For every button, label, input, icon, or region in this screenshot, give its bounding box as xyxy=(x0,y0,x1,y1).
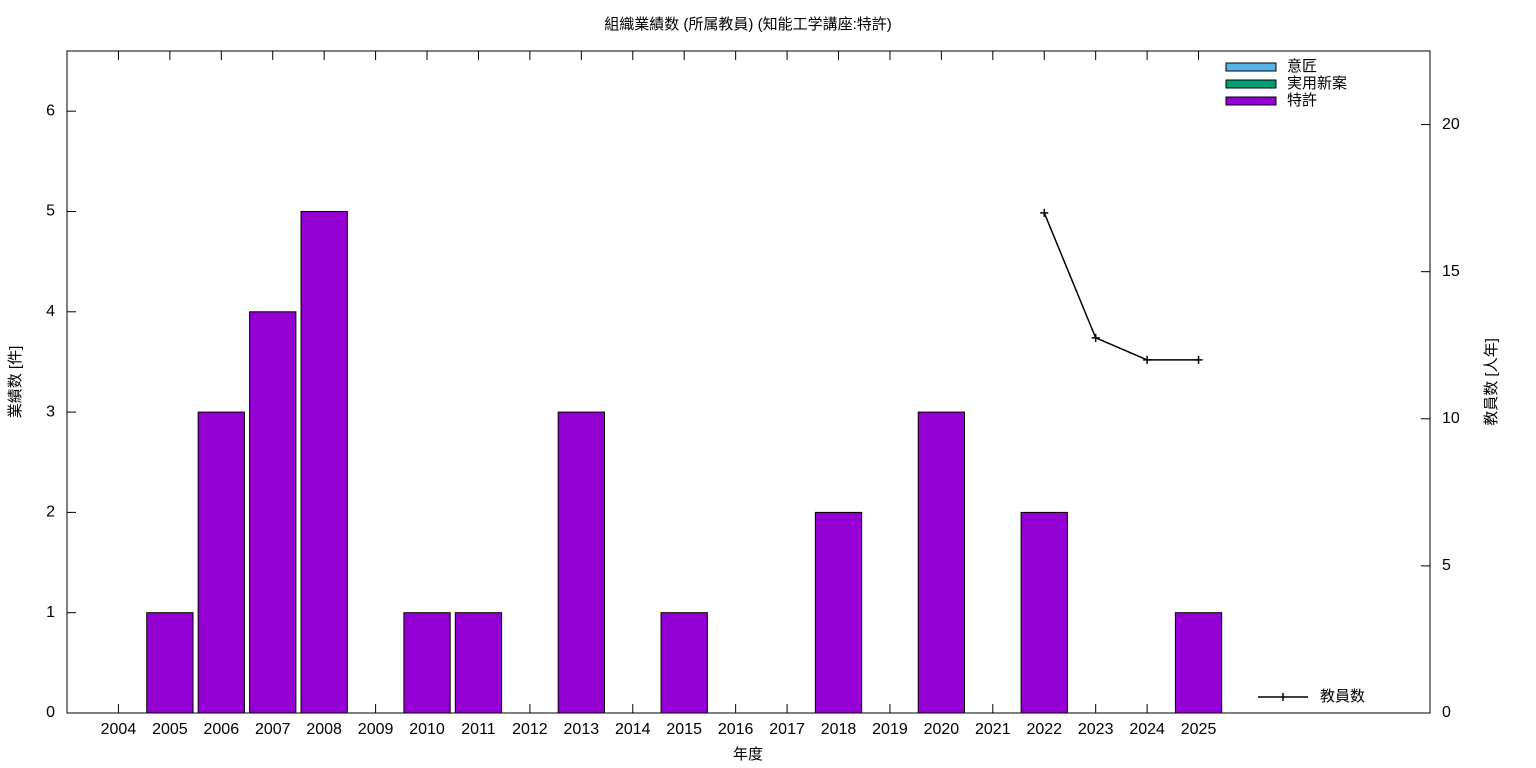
bar xyxy=(1020,511,1068,714)
x-tick-label: 2009 xyxy=(358,721,394,738)
x-tick-label: 2019 xyxy=(872,721,908,738)
bar xyxy=(197,411,245,714)
legend-label: 実用新案 xyxy=(1287,74,1347,92)
x-tick-label: 2012 xyxy=(512,721,548,738)
plot-border xyxy=(66,50,1431,714)
chart-title: 組織業績数 (所属教員) (知能工学講座:特許) xyxy=(604,16,892,33)
x-tick-label: 2007 xyxy=(255,721,291,738)
y-tick-label: 1 xyxy=(46,604,55,621)
x-tick-label: 2013 xyxy=(564,721,600,738)
x-tick-label: 2008 xyxy=(306,721,342,738)
x-tick-label: 2018 xyxy=(821,721,857,738)
y-tick-label: 2 xyxy=(46,504,55,521)
bar xyxy=(300,210,348,714)
bar xyxy=(1174,612,1223,714)
x-tick-label: 2020 xyxy=(924,721,960,738)
x-tick-label: 2023 xyxy=(1078,721,1114,738)
bar xyxy=(814,511,863,714)
bar xyxy=(454,612,503,714)
bar xyxy=(403,612,451,714)
x-tick-label: 2014 xyxy=(615,721,651,738)
x-tick-label: 2024 xyxy=(1129,721,1165,738)
bar xyxy=(917,411,966,714)
x-tick-label: 2011 xyxy=(461,721,496,738)
line xyxy=(1043,212,1199,361)
x-tick-label: 2004 xyxy=(101,721,137,738)
legend-label: 特許 xyxy=(1287,92,1317,109)
legend-swatch xyxy=(1225,79,1277,89)
legend-swatch xyxy=(1225,96,1277,106)
bar xyxy=(557,411,605,714)
bar xyxy=(146,612,194,714)
bar xyxy=(249,311,297,714)
x-tick-label: 2016 xyxy=(718,721,754,738)
legend-label: 教員数 xyxy=(1320,688,1365,705)
y2-tick-label: 5 xyxy=(1442,557,1451,574)
y-tick-label: 0 xyxy=(46,704,55,721)
legend-label: 意匠 xyxy=(1287,57,1317,75)
y-tick-label: 3 xyxy=(46,403,55,420)
y2-tick-label: 0 xyxy=(1442,704,1451,721)
y2-tick-label: 20 xyxy=(1442,116,1460,133)
y-tick-label: 6 xyxy=(46,102,55,119)
x-tick-label: 2010 xyxy=(409,721,445,738)
x-tick-label: 2015 xyxy=(666,721,702,738)
x-tick-label: 2021 xyxy=(975,721,1011,738)
legend-swatch xyxy=(1225,62,1277,72)
y2-tick-label: 15 xyxy=(1442,263,1460,280)
x-axis-label: 年度 xyxy=(733,746,763,763)
y-axis-label: 業績数 [件] xyxy=(7,346,24,419)
y2-tick-label: 10 xyxy=(1442,410,1460,427)
x-tick-label: 2006 xyxy=(204,721,240,738)
x-tick-label: 2025 xyxy=(1181,721,1217,738)
y2-axis-label: 教員数 [人年] xyxy=(1483,338,1500,426)
x-tick-label: 2005 xyxy=(152,721,188,738)
y-tick-label: 5 xyxy=(46,203,55,220)
y-tick-label: 4 xyxy=(46,303,55,320)
x-tick-label: 2017 xyxy=(769,721,805,738)
x-tick-label: 2022 xyxy=(1026,721,1062,738)
bar xyxy=(660,612,708,714)
